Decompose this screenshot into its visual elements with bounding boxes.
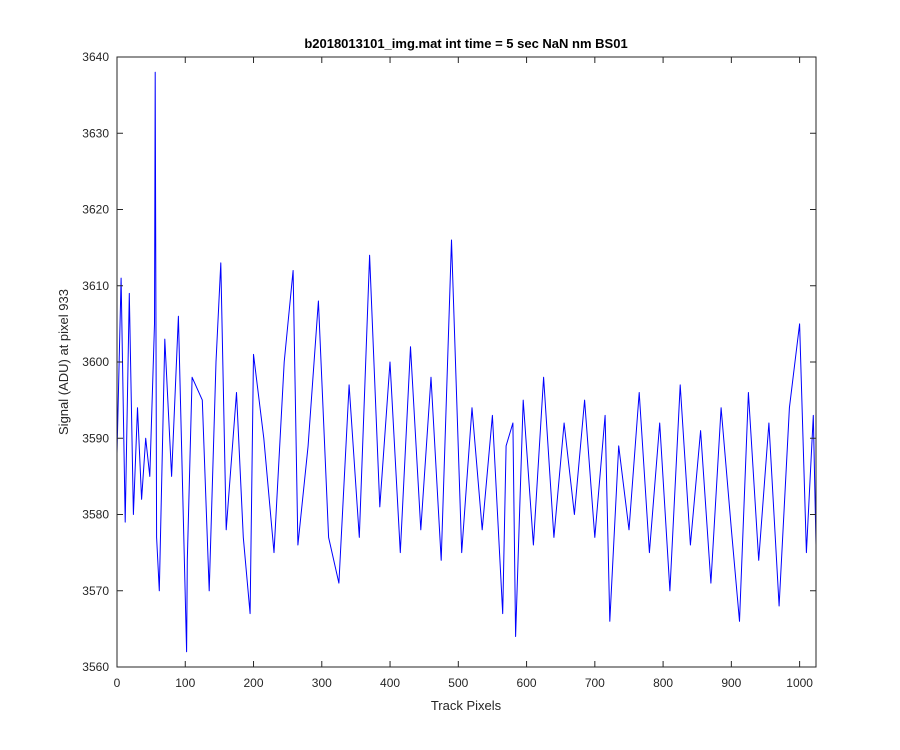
series-layer: [116, 71, 817, 653]
y-tick-label: 3590: [82, 431, 109, 445]
y-axis-label: Signal (ADU) at pixel 933: [56, 289, 71, 435]
plot-area: [117, 57, 816, 667]
y-tick-label: 3560: [82, 660, 109, 674]
axes-box: [116, 56, 817, 668]
y-tick-label: 3600: [82, 355, 109, 369]
x-tick-label: 100: [175, 676, 195, 690]
ticks-layer: 0 100 200 300 400 500 600 700 800 900 1000 3560 3570…: [82, 50, 816, 690]
x-tick-label: 500: [448, 676, 468, 690]
chart-title: b2018013101_img.mat int time = 5 sec NaN…: [304, 36, 627, 51]
x-tick-label: 300: [312, 676, 332, 690]
x-axis-label: Track Pixels: [431, 698, 502, 713]
x-tick-label: 900: [721, 676, 741, 690]
x-tick-label: 0: [114, 676, 121, 690]
y-tick-label: 3610: [82, 279, 109, 293]
y-tick-label: 3570: [82, 584, 109, 598]
series-line-0: [116, 71, 817, 653]
y-tick-label: 3640: [82, 50, 109, 64]
x-tick-label: 400: [380, 676, 400, 690]
y-tick-label: 3630: [82, 126, 109, 140]
x-tick-label: 700: [585, 676, 605, 690]
y-tick-label: 3580: [82, 508, 109, 522]
x-tick-label: 600: [517, 676, 537, 690]
x-tick-label: 1000: [786, 676, 813, 690]
x-tick-label: 200: [244, 676, 264, 690]
x-tick-label: 800: [653, 676, 673, 690]
y-tick-label: 3620: [82, 203, 109, 217]
